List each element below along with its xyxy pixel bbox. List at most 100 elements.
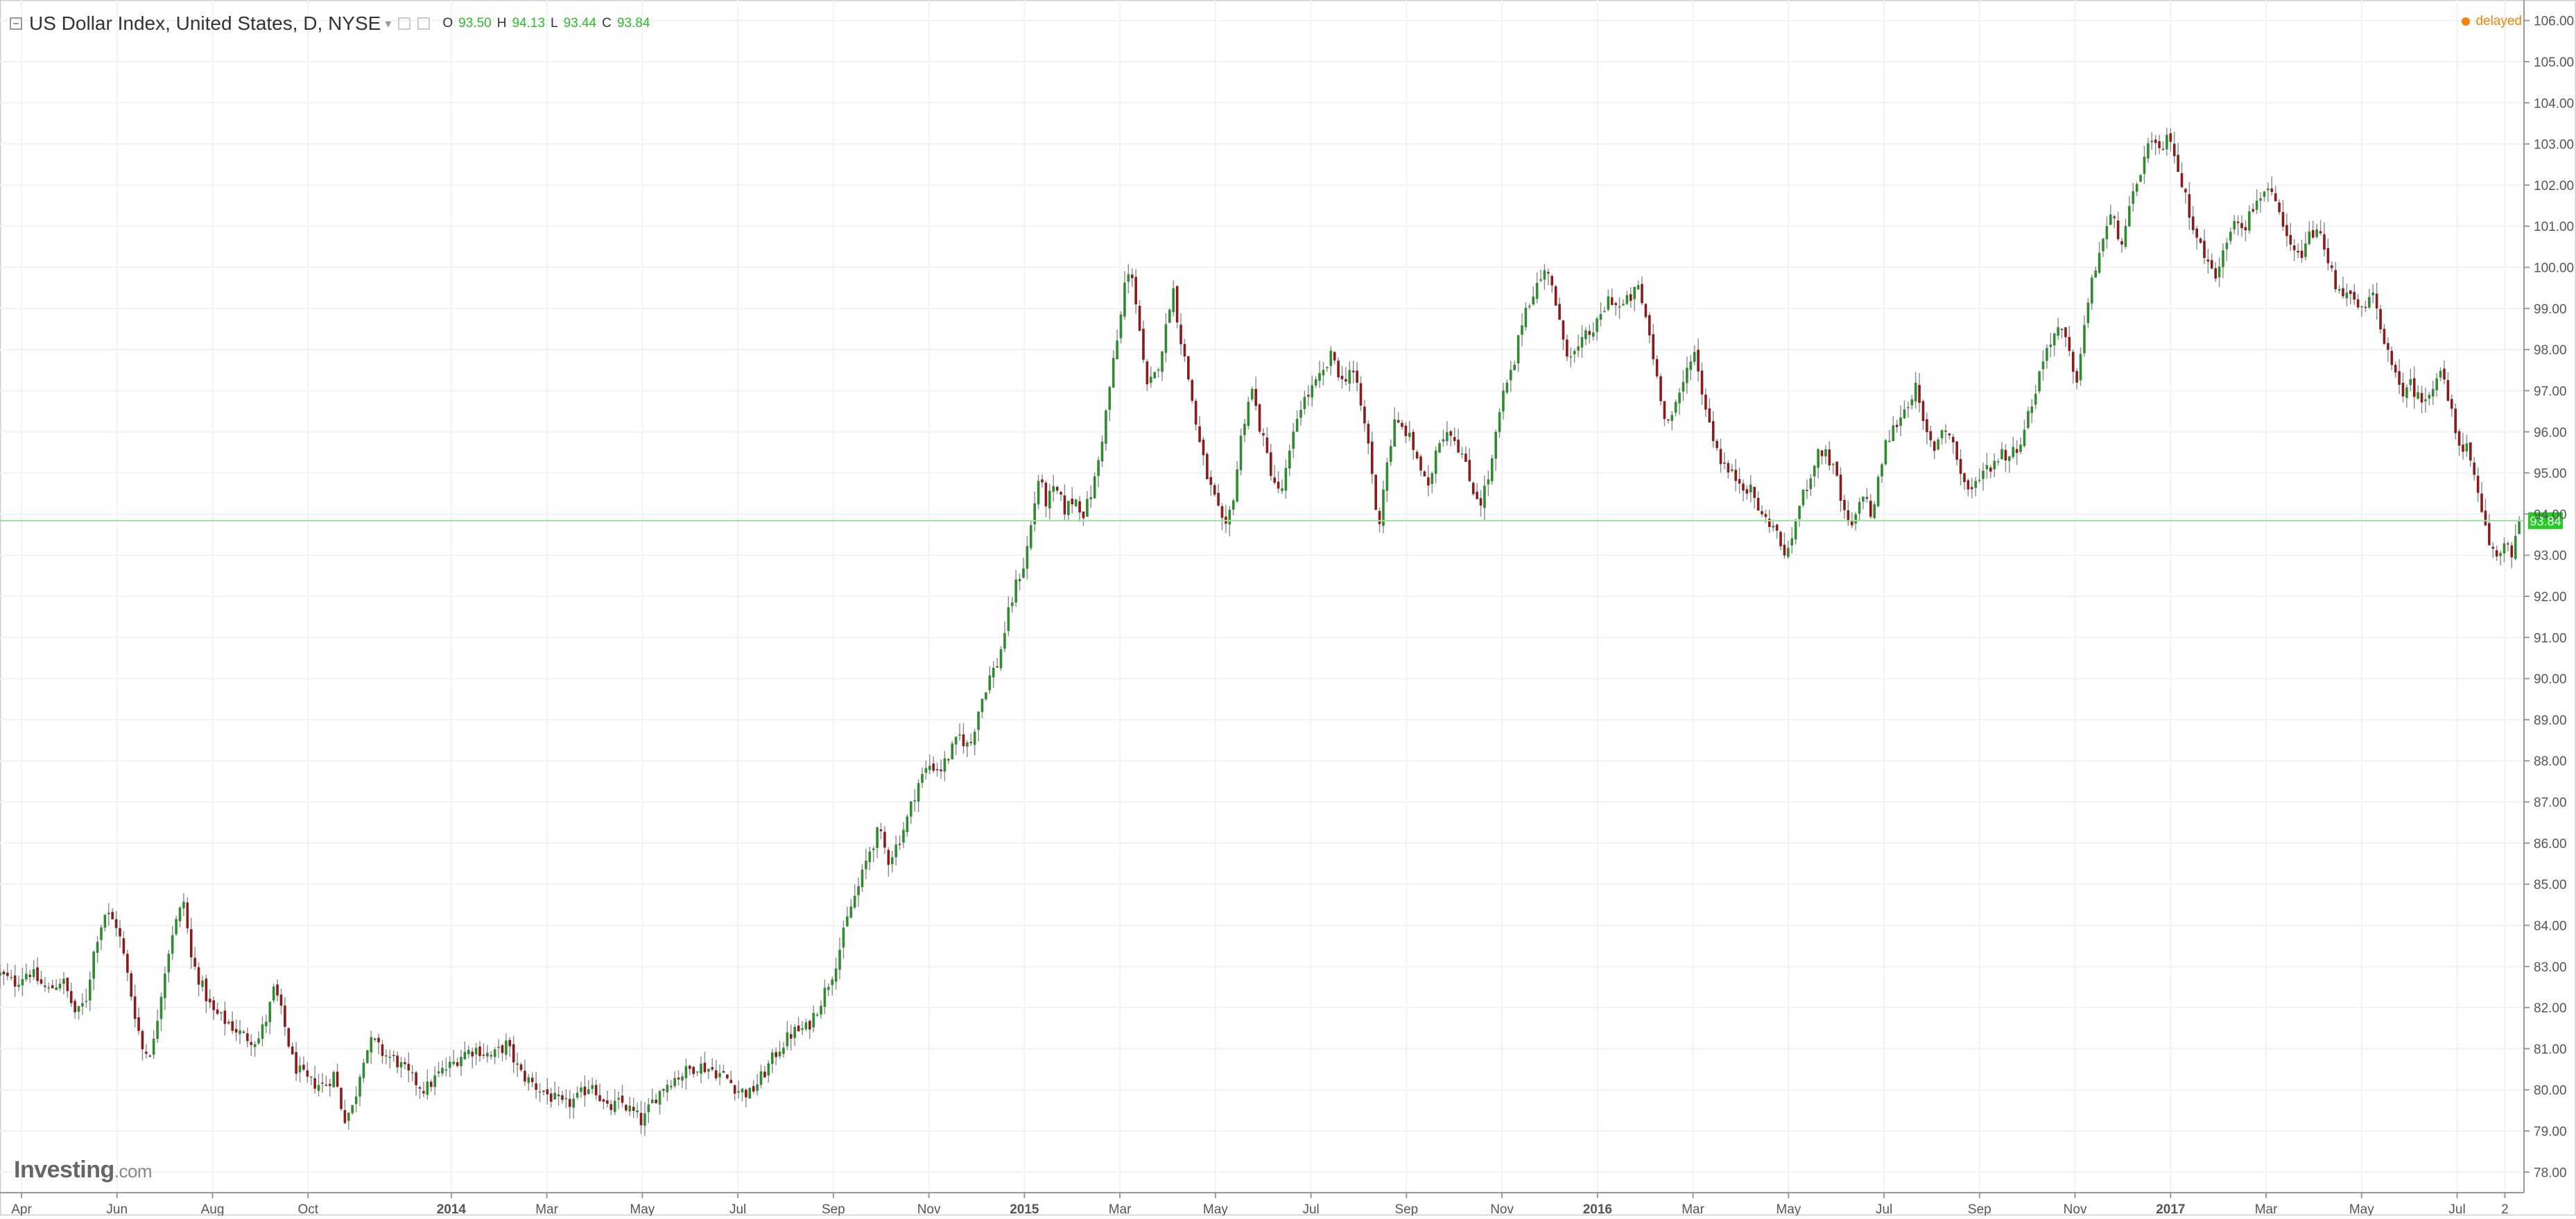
candle — [2105, 216, 2109, 249]
candle-body — [1881, 464, 1883, 477]
candle-body — [1820, 450, 1824, 456]
candle-body — [328, 1084, 331, 1087]
candle — [2387, 337, 2389, 362]
candle — [74, 998, 76, 1019]
candle — [55, 979, 58, 990]
candle — [1847, 500, 1850, 526]
x-axis[interactable]: Apr Jun Aug Oct 2014 Mar May Jul Sep Nov 2015 Mar Ma… — [0, 1192, 2524, 1217]
candle-body — [2023, 429, 2026, 447]
candle — [1926, 412, 1928, 444]
x-tick-label: Mar — [1109, 1202, 1132, 1216]
candle-body — [1921, 401, 1925, 422]
candle — [2480, 482, 2483, 513]
candle-body — [2158, 141, 2161, 148]
candle — [598, 1083, 601, 1102]
candle-body — [1697, 349, 1700, 372]
candle — [370, 1030, 373, 1064]
candle-body — [894, 845, 897, 858]
candle — [133, 984, 137, 1028]
candle — [306, 1062, 309, 1083]
candle-body — [1471, 483, 1475, 494]
candle — [1869, 494, 1872, 519]
settings-icon[interactable] — [398, 17, 411, 30]
candle-body — [295, 1052, 297, 1074]
candle — [1281, 479, 1283, 494]
candle-body — [107, 913, 110, 915]
candle-body — [1022, 569, 1025, 578]
candle — [767, 1060, 770, 1082]
candle-body — [770, 1052, 774, 1064]
candle — [1577, 334, 1580, 358]
candle — [404, 1057, 406, 1070]
candle-body — [2431, 389, 2435, 397]
symbol-title[interactable]: US Dollar Index, United States, D, NYSE — [29, 12, 381, 34]
candle — [2203, 229, 2206, 264]
candle-body — [617, 1098, 620, 1100]
y-tick-label: 97.00 — [2534, 384, 2567, 399]
candle-body — [1727, 462, 1730, 473]
candle — [861, 863, 864, 892]
candle — [164, 966, 166, 1010]
candle-body — [1303, 397, 1306, 409]
candle — [1370, 431, 1374, 484]
candle-body — [1798, 505, 1801, 519]
candle-body — [62, 978, 65, 984]
candle — [1055, 485, 1059, 494]
candle-body — [1813, 465, 1816, 477]
candle-body — [707, 1069, 710, 1072]
candle-body — [493, 1049, 496, 1057]
hide-icon[interactable] — [417, 17, 431, 30]
candle — [1168, 308, 1171, 323]
candle — [1236, 461, 1238, 503]
candle — [1490, 454, 1494, 485]
candle — [261, 1016, 264, 1047]
y-tick-label: 101.00 — [2534, 220, 2574, 234]
candle-body — [1974, 481, 1977, 488]
candle-body — [385, 1055, 388, 1057]
candle — [650, 1088, 654, 1104]
candle — [1985, 453, 1989, 479]
candle — [317, 1073, 320, 1097]
candle — [756, 1073, 759, 1096]
candle-body — [2019, 444, 2022, 452]
candle — [1670, 411, 1674, 431]
candle — [1516, 334, 1520, 372]
candle — [388, 1050, 392, 1069]
candle-body — [2499, 553, 2502, 556]
candle-body — [1202, 440, 1205, 456]
candle-body — [2038, 371, 2041, 392]
candle-body — [1228, 510, 1231, 525]
candle — [1401, 420, 1403, 430]
candle — [2417, 385, 2419, 400]
candle — [272, 983, 275, 1003]
chevron-down-icon[interactable]: ▾ — [385, 16, 392, 31]
candle-body — [2281, 211, 2285, 227]
candle — [849, 899, 853, 919]
candle-body — [340, 1087, 343, 1109]
candle-body — [1415, 451, 1419, 458]
candle — [358, 1073, 361, 1107]
candle-body — [1449, 431, 1453, 436]
candle — [2412, 366, 2416, 409]
candle-body — [1116, 340, 1118, 360]
candle — [415, 1071, 417, 1096]
candle — [1311, 375, 1314, 407]
candle — [985, 691, 987, 702]
ohlc-values: O 93.50 H 94.13 L 93.44 C 93.84 — [442, 16, 650, 31]
candle-body — [2075, 371, 2078, 383]
candle-body — [1037, 481, 1040, 505]
collapse-icon[interactable] — [10, 17, 22, 30]
candle-body — [291, 1046, 294, 1055]
candle-body — [478, 1046, 481, 1057]
candle — [1108, 386, 1112, 422]
candle — [519, 1062, 523, 1072]
candle-body — [1108, 386, 1112, 410]
candle — [2469, 442, 2472, 467]
candle — [714, 1060, 718, 1081]
x-tick-label: Jun — [106, 1202, 128, 1216]
candle-body — [2098, 252, 2101, 273]
candlestick-series[interactable] — [0, 128, 2521, 1136]
y-axis[interactable]: 78.00 79.00 80.00 81.00 82.00 83.00 84.00 85.00… — [2523, 0, 2574, 1193]
